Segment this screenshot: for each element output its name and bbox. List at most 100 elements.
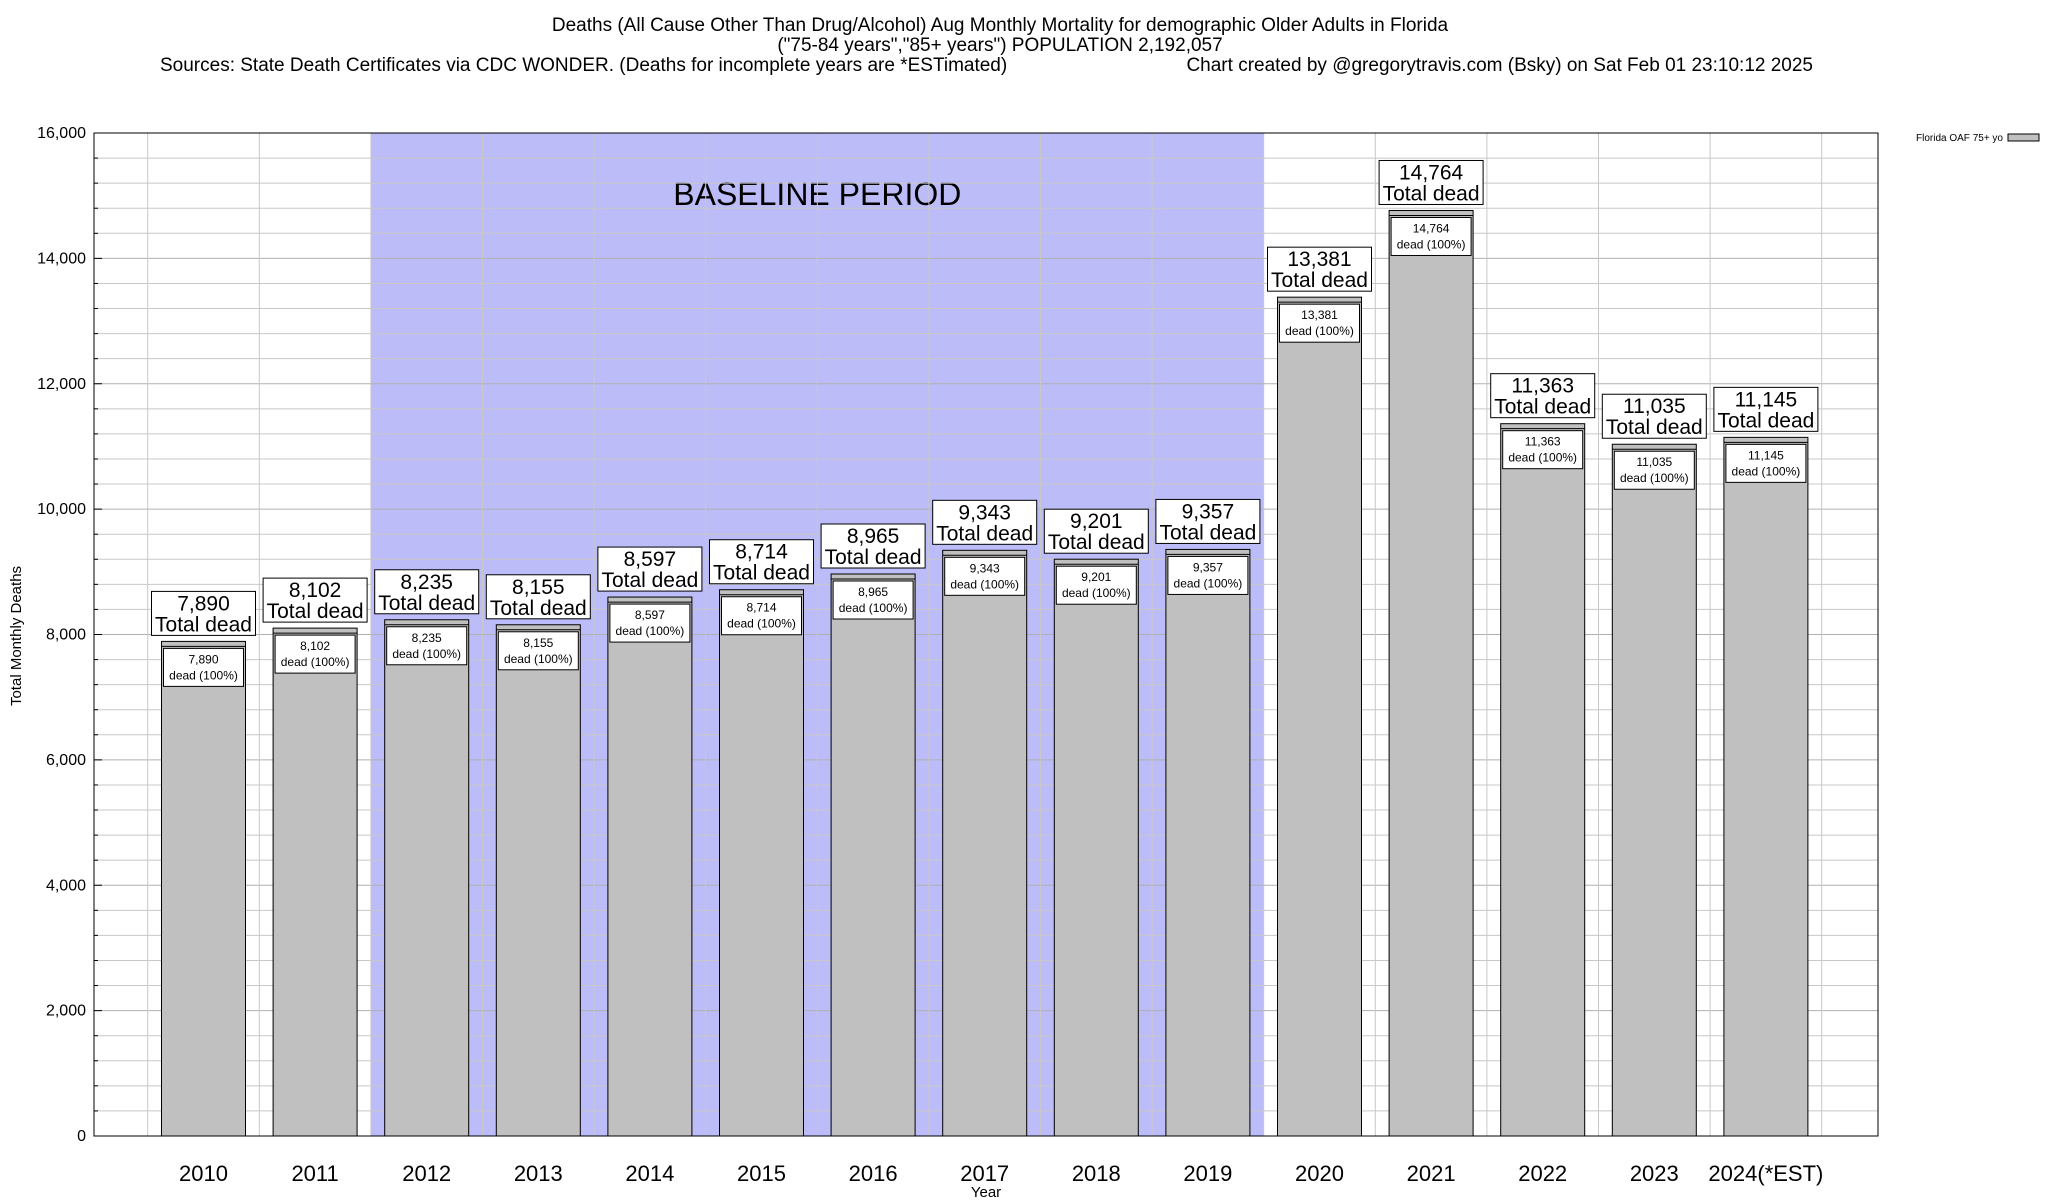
inner-value-label: 8,597 <box>635 608 665 622</box>
inner-label-box <box>609 603 691 643</box>
total-value-label: 9,343 <box>958 501 1011 524</box>
legend: Florida OAF 75+ yo <box>1916 133 2040 144</box>
inner-dead-label: dead (100%) <box>727 617 796 631</box>
total-dead-label: Total dead <box>155 613 252 636</box>
inner-dead-label: dead (100%) <box>504 652 573 666</box>
total-dead-label: Total dead <box>1606 416 1703 439</box>
inner-value-label: 14,764 <box>1413 221 1450 235</box>
total-dead-label: Total dead <box>1494 396 1591 419</box>
total-dead-label: Total dead <box>936 522 1033 545</box>
chart-credit: Chart created by @gregorytravis.com (Bsk… <box>1186 55 1813 76</box>
x-tick-label: 2015 <box>737 1161 786 1186</box>
total-label-box <box>1601 393 1707 439</box>
total-label-box <box>485 574 591 620</box>
total-value-label: 11,363 <box>1511 375 1574 398</box>
total-label-box <box>1043 508 1149 554</box>
inner-dead-label: dead (100%) <box>1732 464 1801 478</box>
x-tick-label: 2022 <box>1518 1161 1567 1186</box>
inner-value-label: 7,890 <box>188 652 218 666</box>
total-dead-label: Total dead <box>1159 521 1256 544</box>
x-tick-label: 2013 <box>514 1161 563 1186</box>
x-tick-label: 2010 <box>179 1161 228 1186</box>
inner-dead-label: dead (100%) <box>1174 576 1243 590</box>
x-tick-label: 2014 <box>625 1161 674 1186</box>
inner-value-label: 8,235 <box>412 631 442 645</box>
inner-dead-label: dead (100%) <box>1620 471 1689 485</box>
total-dead-label: Total dead <box>1271 269 1368 292</box>
total-dead-label: Total dead <box>1048 531 1145 554</box>
total-label-box <box>1155 498 1261 544</box>
inner-value-label: 8,155 <box>523 636 553 650</box>
inner-dead-label: dead (100%) <box>1285 324 1354 338</box>
total-label-box <box>374 569 480 615</box>
total-label-box <box>1490 373 1596 419</box>
inner-dead-label: dead (100%) <box>839 601 908 615</box>
total-dead-label: Total dead <box>490 597 587 620</box>
bar <box>607 596 693 1137</box>
total-dead-label: Total dead <box>713 562 810 585</box>
total-label-box <box>709 539 814 585</box>
inner-dead-label: dead (100%) <box>169 668 238 682</box>
bar <box>942 549 1028 1137</box>
bar <box>161 640 246 1137</box>
total-label-box <box>1713 386 1819 432</box>
y-tick-label: 0 <box>77 1128 86 1145</box>
bar <box>1277 296 1362 1137</box>
inner-label-box <box>832 580 914 620</box>
inner-label-box <box>1613 450 1695 490</box>
bar <box>1723 436 1809 1137</box>
inner-dead-label: dead (100%) <box>950 577 1019 591</box>
total-dead-label: Total dead <box>1383 182 1480 205</box>
total-value-label: 8,102 <box>289 579 342 602</box>
total-label-box <box>820 523 926 569</box>
bar <box>1500 423 1586 1137</box>
x-tick-label: 2020 <box>1295 1161 1344 1186</box>
total-label-box <box>262 577 368 623</box>
y-tick-label: 2,000 <box>46 1003 86 1020</box>
inner-label-box <box>386 626 468 666</box>
bar <box>272 627 358 1137</box>
inner-label-box <box>1390 216 1472 256</box>
total-dead-label: Total dead <box>267 600 364 623</box>
inner-label-box <box>1279 303 1360 343</box>
y-tick-label: 14,000 <box>37 250 86 267</box>
bar <box>830 573 916 1137</box>
inner-dead-label: dead (100%) <box>392 647 461 661</box>
y-tick-label: 6,000 <box>46 752 86 769</box>
inner-value-label: 8,714 <box>746 601 776 615</box>
bar <box>495 624 581 1137</box>
chart-sources: Sources: State Death Certificates via CD… <box>160 55 1007 76</box>
bar <box>719 589 804 1137</box>
inner-value-label: 8,965 <box>858 585 888 599</box>
y-tick-label: 8,000 <box>46 627 86 644</box>
total-value-label: 11,145 <box>1735 388 1798 411</box>
inner-value-label: 8,102 <box>300 639 330 653</box>
inner-label-box <box>1055 565 1137 605</box>
legend-label: Florida OAF 75+ yo <box>1916 133 2003 144</box>
total-value-label: 14,764 <box>1399 161 1464 184</box>
x-tick-label: 2012 <box>402 1161 451 1186</box>
bar <box>1165 548 1251 1137</box>
inner-label-box <box>163 647 244 687</box>
axes: 0 2,000 4,000 6,000 8,000 10,000 12,000 14,000 1… <box>37 125 1879 1145</box>
total-label-box <box>597 546 703 592</box>
total-label-box <box>1267 246 1372 292</box>
x-axis-label: Year <box>971 1184 1001 1200</box>
inner-value-label: 11,145 <box>1748 448 1784 462</box>
bar <box>1388 209 1474 1137</box>
total-value-label: 8,155 <box>512 576 565 599</box>
inner-label-box <box>721 596 802 636</box>
inner-value-label: 11,035 <box>1636 455 1672 469</box>
inner-label-box <box>944 556 1026 596</box>
inner-dead-label: dead (100%) <box>1062 586 1131 600</box>
inner-value-label: 9,357 <box>1193 560 1223 574</box>
total-value-label: 13,381 <box>1287 248 1351 271</box>
total-dead-label: Total dead <box>378 592 475 615</box>
total-dead-label: Total dead <box>601 569 698 592</box>
inner-dead-label: dead (100%) <box>1397 237 1466 251</box>
x-tick-label: 2017 <box>960 1161 1009 1186</box>
inner-dead-label: dead (100%) <box>1508 451 1577 465</box>
inner-label-box <box>1167 555 1249 595</box>
